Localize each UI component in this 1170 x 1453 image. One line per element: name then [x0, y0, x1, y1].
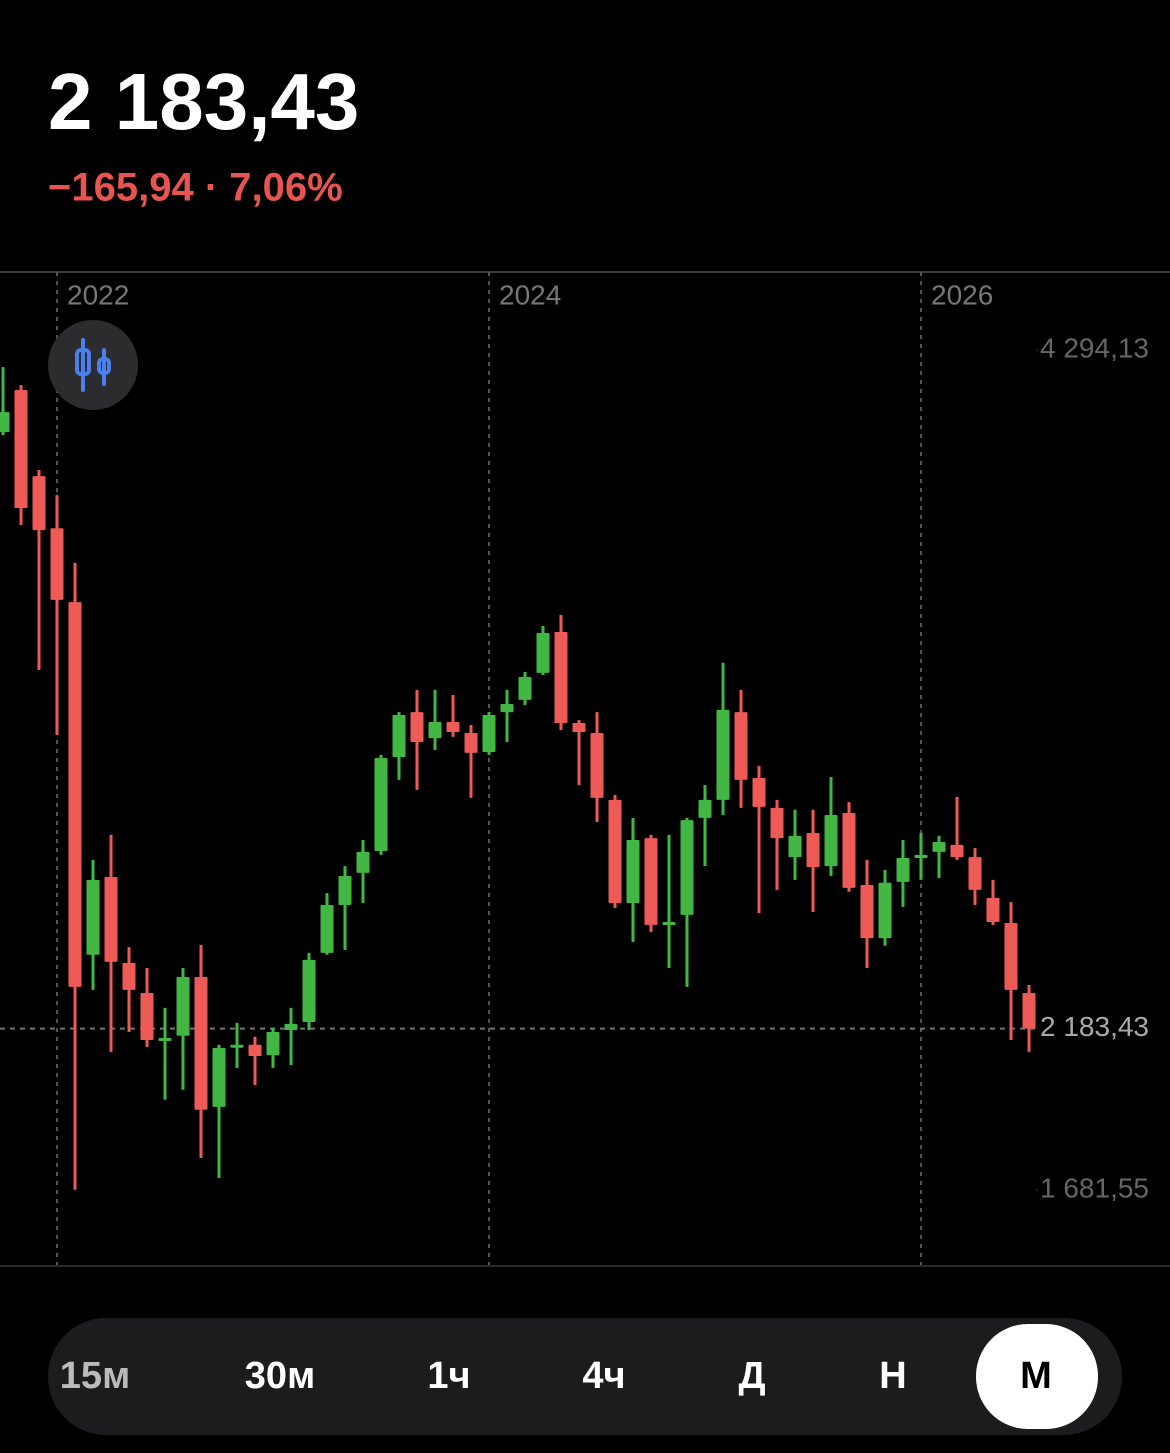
candle-body [860, 885, 874, 939]
candle-body [968, 857, 982, 890]
candle-body [770, 807, 784, 839]
candle-body [302, 959, 316, 1022]
candle-body [806, 832, 820, 868]
candle-body [176, 976, 190, 1036]
candle-body [716, 709, 730, 800]
x-tick-label: 2024 [499, 279, 561, 310]
interval-tab[interactable]: 30м [245, 1355, 315, 1397]
candle-body [140, 993, 154, 1040]
candle-body [662, 921, 676, 925]
candle-body [626, 840, 640, 904]
candle-body [428, 722, 442, 739]
candles [0, 367, 1036, 1190]
candle-body [752, 777, 766, 807]
candle-body [536, 633, 550, 673]
candle-body [896, 858, 910, 882]
grid [0, 272, 1038, 1265]
interval-selected[interactable] [976, 1324, 1098, 1429]
candle-body [86, 879, 100, 955]
candle-body [284, 1023, 298, 1031]
candle-body [104, 876, 118, 962]
candle-body [986, 897, 1000, 922]
interval-tab[interactable]: Д [738, 1355, 765, 1397]
candle-body [788, 835, 802, 858]
y-tick-label: 1 681,55 [1040, 1172, 1149, 1203]
candle-body [932, 841, 946, 852]
candle-body [824, 814, 838, 867]
candle-body [698, 799, 712, 818]
candle-body [914, 854, 928, 859]
candle-body [572, 723, 586, 733]
candle-body [590, 732, 604, 798]
candle-body [248, 1044, 262, 1057]
interval-tab[interactable]: 4ч [582, 1355, 625, 1397]
candle-body [230, 1044, 244, 1048]
candle-icon [75, 338, 111, 392]
candle-body [446, 722, 460, 733]
y-tick-label: 4 294,13 [1040, 332, 1149, 363]
candle-body [32, 476, 46, 531]
candle-body [554, 632, 568, 724]
price-change: −165,94 · 7,06% [48, 166, 343, 210]
candle-body [374, 758, 388, 851]
candle-body [1004, 922, 1018, 990]
candle-body [518, 677, 532, 700]
y-tick-label: 2 183,43 [1040, 1011, 1149, 1042]
candle-body [338, 876, 352, 905]
candle-body [392, 714, 406, 758]
interval-tab[interactable]: 15м [60, 1355, 130, 1397]
candle-body [158, 1038, 172, 1042]
candle-body [500, 704, 514, 713]
candle-body [194, 976, 208, 1110]
button-bg[interactable] [48, 320, 138, 410]
candle-body [356, 851, 370, 873]
candle-body [0, 412, 10, 433]
interval-tab[interactable]: Н [879, 1355, 906, 1397]
candle-body [212, 1048, 226, 1107]
candle-body [14, 389, 28, 508]
x-tick-label: 2026 [931, 279, 993, 310]
candle-body [68, 602, 82, 987]
candle-body [410, 712, 424, 742]
candle-body [482, 714, 496, 752]
candle-body [680, 820, 694, 915]
chart-type-button[interactable] [48, 320, 138, 410]
candle-body [878, 882, 892, 939]
candle-body [320, 904, 334, 953]
interval-bar [48, 1318, 1122, 1435]
candle-body [1022, 993, 1036, 1029]
candle-body [950, 844, 964, 858]
candle-body [608, 799, 622, 904]
candle-body [464, 732, 478, 753]
candle-body [266, 1031, 280, 1056]
candle-body [842, 813, 856, 888]
interval-tab[interactable]: М [1020, 1355, 1052, 1397]
candle-body [734, 712, 748, 780]
interval-tab[interactable]: 1ч [427, 1355, 470, 1397]
candle-body [122, 962, 136, 990]
candle-body [50, 528, 64, 600]
labels: 2022 2024 2026 4 294,13 2 183,43 1 681,55 [67, 279, 1149, 1203]
x-tick-label: 2022 [67, 279, 129, 310]
candle-body [644, 838, 658, 925]
price: 2 183,43 [48, 57, 359, 146]
interval-tabs: 15м 30м 1ч 4ч Д Н М [60, 1355, 1052, 1397]
